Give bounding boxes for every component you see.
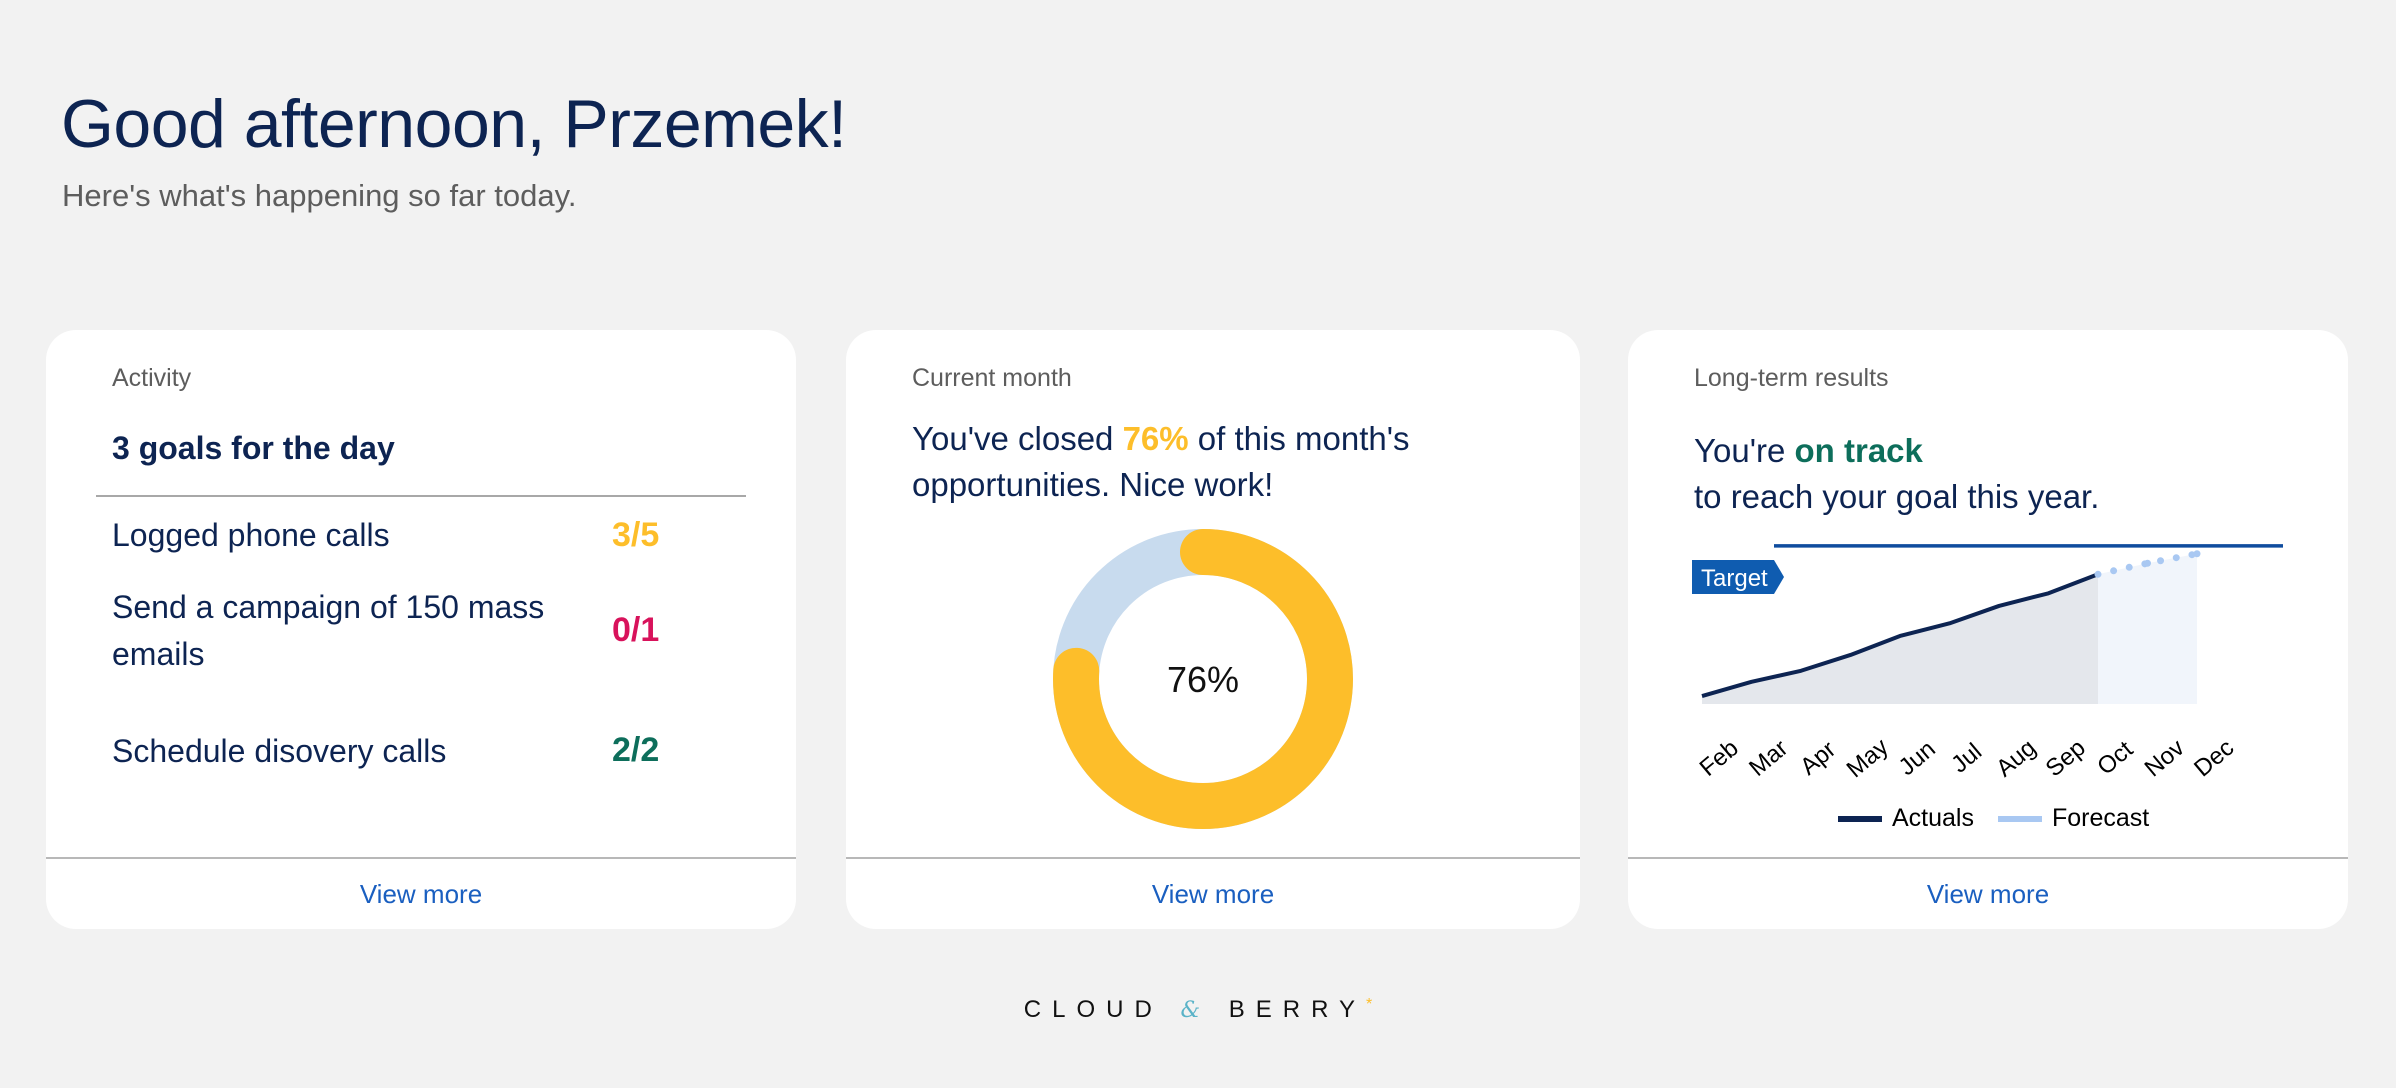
goal-label-campaign: Send a campaign of 150 mass emails [112,589,545,672]
donut-center-label: 76% [1167,659,1239,700]
x-tick-label-oct: Oct [2092,736,2138,781]
logo-ampersand: & [1180,998,1212,1023]
x-tick-label-mar: Mar [1744,735,1793,782]
x-tick-label-apr: Apr [1795,736,1841,781]
target-label: Target [1701,565,1768,592]
legend-swatch-actuals [1838,815,1882,822]
current-month-card-footer: View more [846,857,1580,929]
goals-title: 3 goals for the day [112,430,395,466]
current-month-percent: 76% [1122,420,1189,457]
legend-item-actuals: Actuals [1838,804,1974,833]
forecast-area [2098,553,2197,704]
current-month-text-before: You've closed [912,420,1123,457]
long-term-text-after: to reach your goal this year. [1694,478,2100,515]
activity-view-more-link[interactable]: View more [359,878,483,909]
goal-label-discovery-calls: Schedule disovery calls [112,733,447,769]
logo-text-berry: BERRY [1228,996,1366,1023]
x-tick-label-jul: Jul [1946,738,1987,778]
activity-card: Activity 3 goals for the day Logged phon… [46,330,796,929]
activity-card-label: Activity [112,364,192,392]
forecast-point-dec [2193,550,2201,558]
legend-label-actuals: Actuals [1892,804,1974,832]
goal-value-discovery-calls: 2/2 [612,731,660,769]
long-term-card: Long-term results You're on track to rea… [1628,330,2348,929]
greeting-subtitle: Here's what's happening so far today. [62,178,577,213]
legend-label-forecast: Forecast [2051,804,2150,832]
long-term-text-before: You're [1694,432,1795,469]
goal-value-campaign: 0/1 [612,611,660,649]
cloudberry-logo: CLOUD & BERRY* [0,996,2396,1024]
x-tick-label-nov: Nov [2140,734,2190,782]
donut-filled-arc [1053,529,1353,829]
forecast-point-nov [2144,559,2151,567]
goal-label-phone-calls: Logged phone calls [112,517,390,553]
long-term-line-chart: Feb Mar Apr May Jun Jul Aug Sep Oct Nov Dec Target [1692,544,2283,783]
goals-divider [96,495,746,497]
current-month-card-label: Current month [912,364,1072,392]
long-term-card-footer: View more [1628,857,2348,929]
legend-swatch-forecast [1997,815,2042,822]
x-tick-label-jun: Jun [1894,735,1941,781]
long-term-card-label: Long-term results [1694,364,1889,392]
goal-value-phone-calls: 3/5 [612,516,660,554]
current-month-summary: You've closed 76% of this month's opport… [912,416,1472,508]
long-term-summary: You're on track to reach your goal this … [1694,428,2099,520]
long-term-view-more-link[interactable]: View more [1926,878,2050,909]
current-month-card: Current month You've closed 76% of this … [846,330,1580,929]
chart-legend: Actuals Forecast [1838,804,2159,833]
activity-card-footer: View more [46,857,796,929]
x-tick-label-aug: Aug [1991,734,2041,782]
progress-donut-chart: 76% [1053,529,1353,829]
greeting-title: Good afternoon, Przemek! [61,86,847,162]
x-tick-label-sep: Sep [2041,734,2091,782]
logo-text-cloud: CLOUD [1023,996,1163,1023]
x-tick-label-feb: Feb [1695,735,1744,782]
x-tick-label-dec: Dec [2189,734,2239,782]
current-month-view-more-link[interactable]: View more [1151,878,1275,909]
on-track-highlight: on track [1794,432,1923,469]
target-flag [1692,560,1784,594]
logo-star-icon: * [1365,996,1373,1013]
target-marker: Target [1692,560,1784,594]
legend-item-forecast: Forecast [1997,804,2150,833]
x-tick-label-may: May [1842,733,1894,783]
actuals-line [1701,572,2099,699]
current-month-text-after: of this month's opportunities. Nice work… [912,420,1410,503]
